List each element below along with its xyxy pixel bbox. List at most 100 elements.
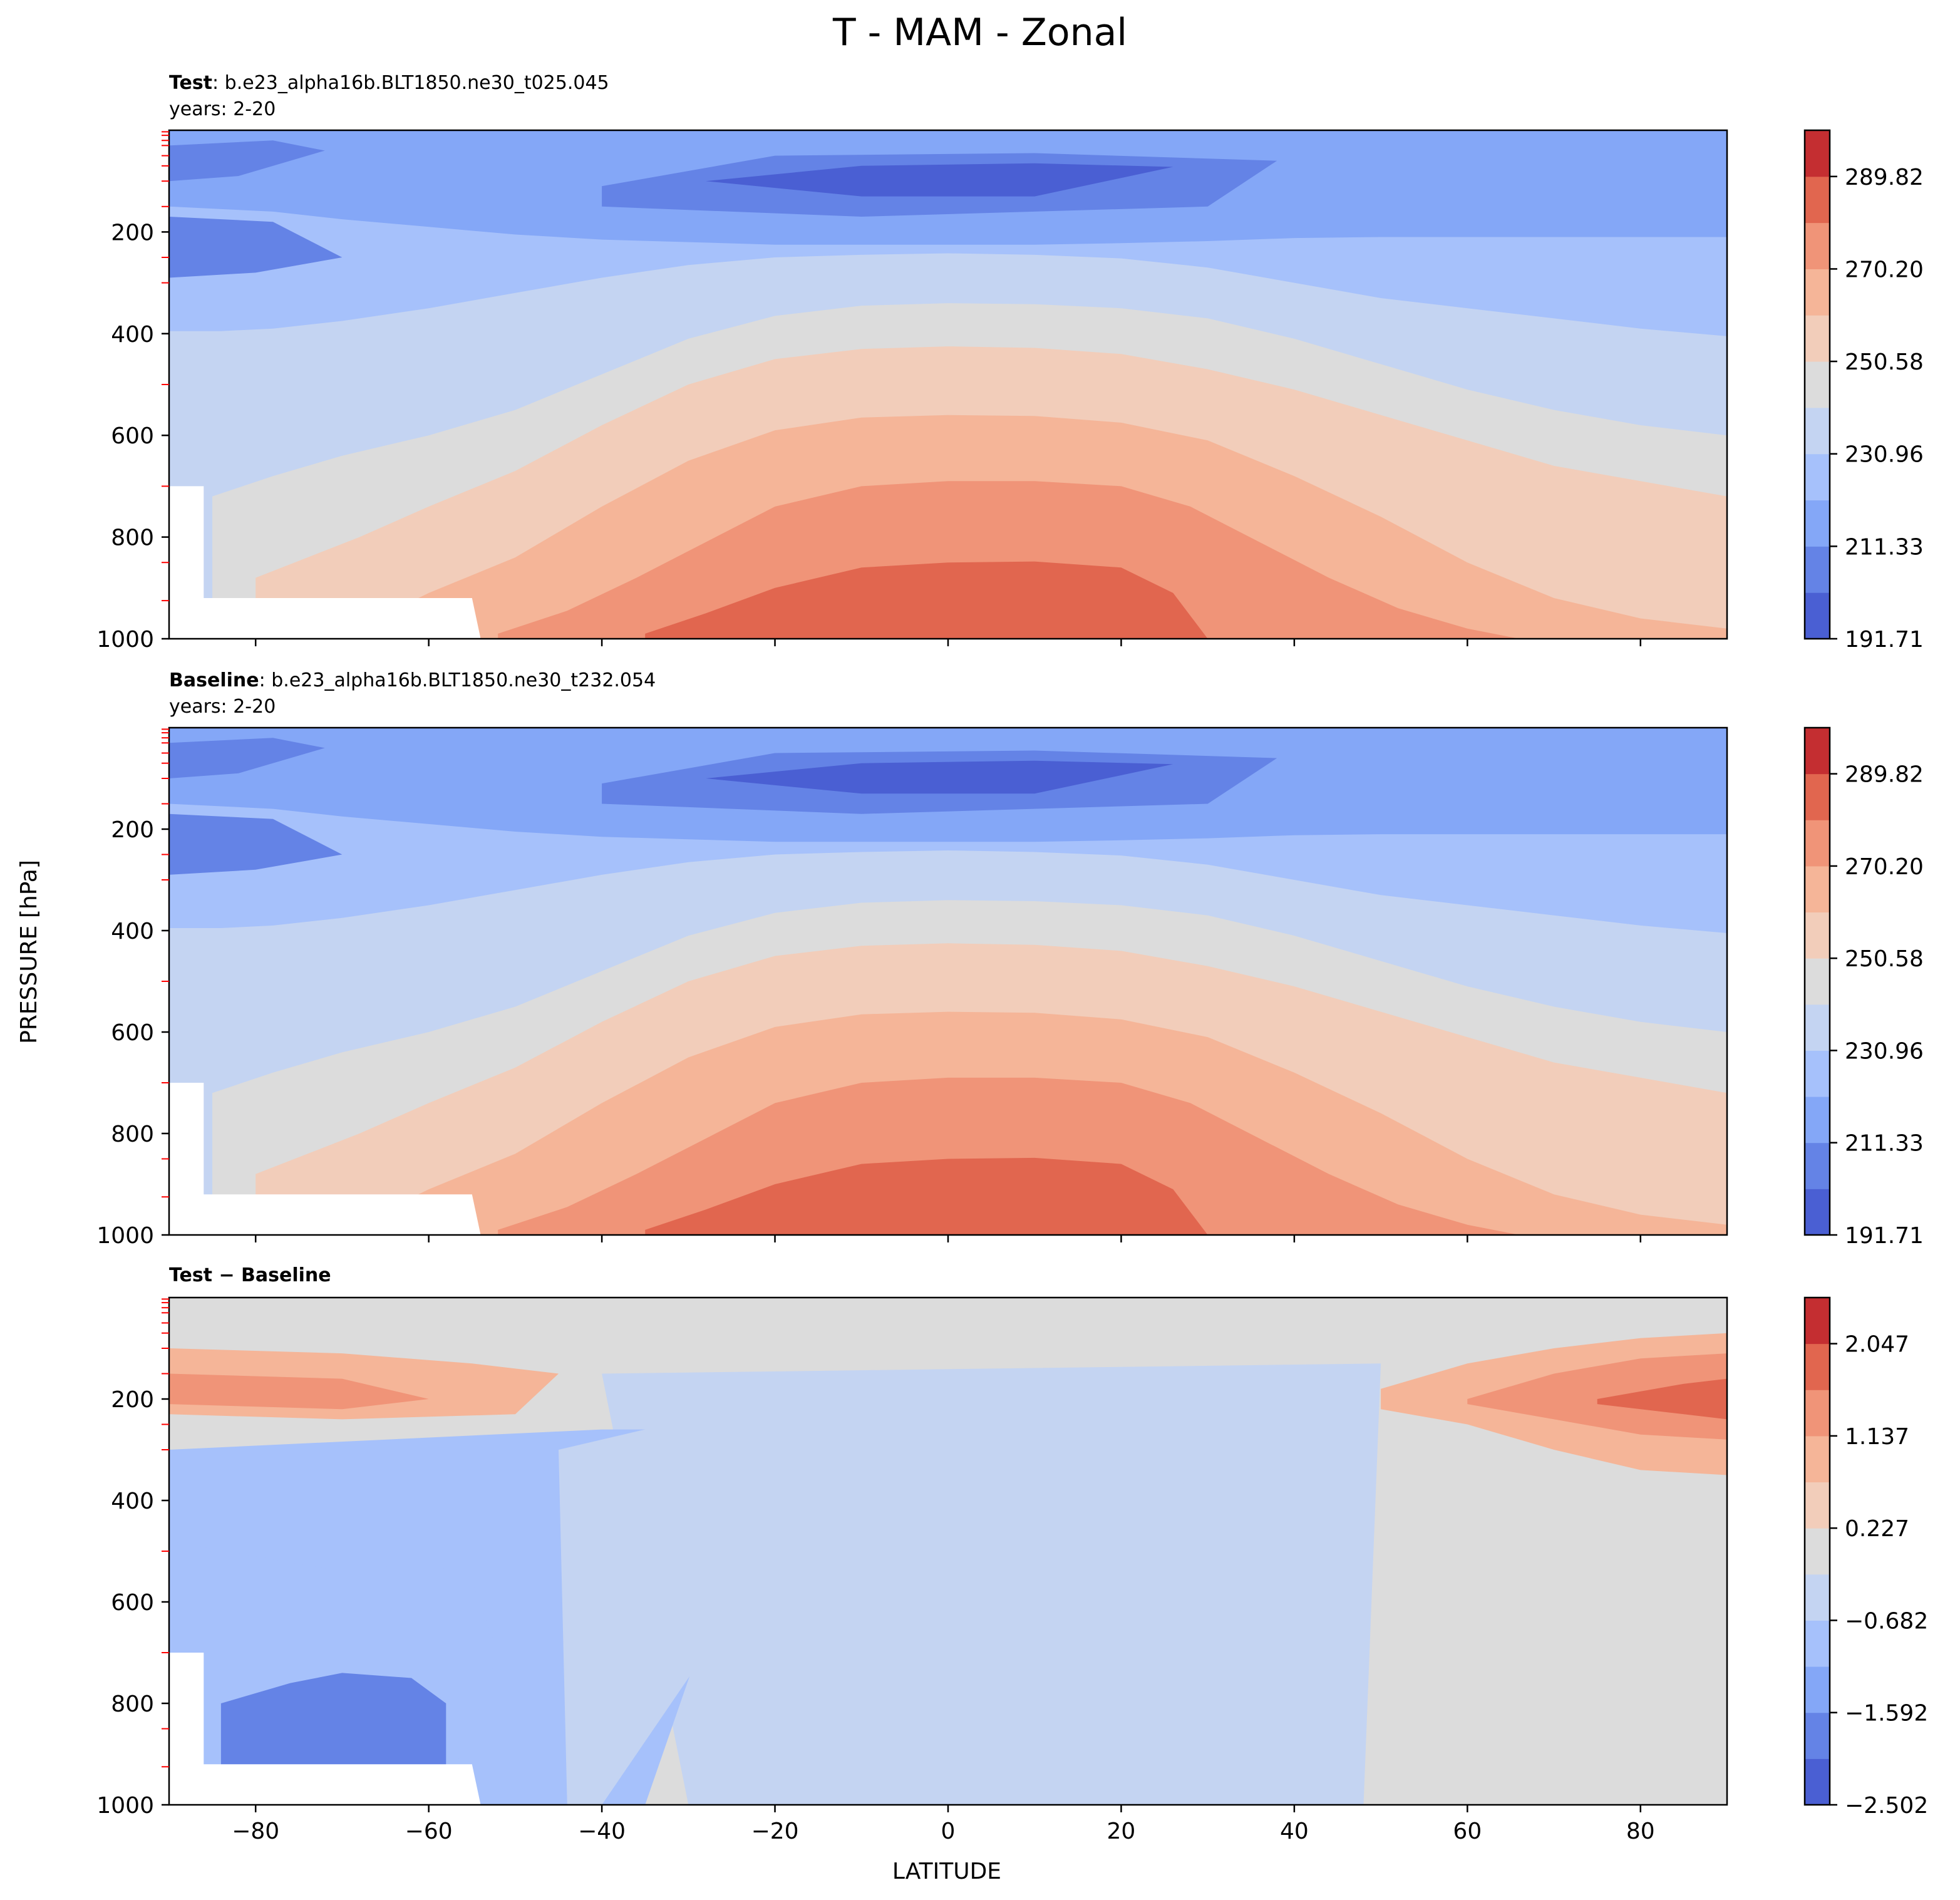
- panel-difference-title: Test − Baseline: [169, 1264, 331, 1286]
- colorbar-segment: [1805, 130, 1830, 177]
- colorbar-segment: [1805, 453, 1830, 501]
- y-tick-label: 1000: [96, 1223, 154, 1249]
- y-tick-label: 1000: [96, 627, 154, 653]
- x-tick-label: 40: [1280, 1819, 1309, 1844]
- colorbar-segment: [1805, 820, 1830, 867]
- contour-fill-group: [169, 728, 1727, 1235]
- colorbar-segment: [1805, 546, 1830, 593]
- colorbar-segment: [1805, 1574, 1830, 1621]
- anomaly-region-4: [1467, 1353, 1727, 1440]
- cold-core-1: [169, 813, 343, 875]
- colorbar-segment: [1805, 361, 1830, 408]
- colorbar-segment: [1805, 1390, 1830, 1437]
- cold-core-2: [169, 140, 325, 182]
- contour-band-7: [645, 561, 1208, 639]
- colorbar-tick-label: 230.96: [1845, 1038, 1924, 1064]
- colorbar-segment: [1805, 1482, 1830, 1529]
- anomaly-region-9: [1103, 1419, 1208, 1511]
- colorbar-segment: [1805, 728, 1830, 775]
- colorbar-segment: [1805, 1712, 1830, 1759]
- cold-core-4: [706, 760, 1173, 794]
- colorbar-segment: [1805, 1097, 1830, 1144]
- colorbar-segment: [1805, 1343, 1830, 1390]
- figure-title: T - MAM - Zonal: [832, 11, 1127, 54]
- colorbar-segment: [1805, 222, 1830, 269]
- colorbar-tick-label: −0.682: [1845, 1608, 1928, 1634]
- topography-mask: [169, 1083, 481, 1235]
- colorbar-tick-label: 1.137: [1845, 1424, 1909, 1450]
- colorbar-tick-label: 250.58: [1845, 349, 1924, 375]
- x-tick-label: 80: [1626, 1819, 1655, 1844]
- colorbar-segment: [1805, 1298, 1830, 1345]
- colorbar-frame: [1803, 726, 1831, 1236]
- colorbar-segment: [1805, 315, 1830, 362]
- x-axis-label: LATITUDE: [892, 1859, 1001, 1884]
- anomaly-region-2: [169, 1373, 429, 1410]
- y-axis-label: PRESSURE [hPa]: [16, 860, 42, 1044]
- colorbar-segment: [1805, 592, 1830, 639]
- panel-test-title-bold: Test: [169, 72, 212, 94]
- cold-core-1: [169, 217, 343, 278]
- colorbar-segment: [1805, 773, 1830, 820]
- y-tick-label: 200: [111, 1387, 154, 1413]
- colorbar-segment: [1805, 1004, 1830, 1051]
- colorbar-tick-label: 289.82: [1845, 762, 1924, 788]
- y-tick-label: 1000: [96, 1793, 154, 1819]
- panel-test: Test: b.e23_alpha16b.BLT1850.ne30_t025.0…: [96, 72, 1924, 653]
- panel-baseline: Baseline: b.e23_alpha16b.BLT1850.ne30_t2…: [96, 669, 1924, 1249]
- panel-baseline-title-bold: Baseline: [169, 669, 259, 691]
- panel-baseline-subtitle: years: 2-20: [169, 696, 276, 718]
- x-tick-label: −20: [751, 1819, 799, 1844]
- colorbar-tick-label: 191.71: [1845, 1223, 1924, 1249]
- colorbar-segment: [1805, 958, 1830, 1005]
- y-tick-label: 600: [111, 423, 154, 449]
- panel-difference-plot: 200 400 600 800 1000 −80 −60 −40 −20 0 20 40 60 80 −2.…: [96, 1296, 1928, 1844]
- colorbar-tick-label: 2.047: [1845, 1332, 1909, 1358]
- colorbar-frame: [1803, 129, 1831, 640]
- x-tick-label: 20: [1107, 1819, 1136, 1844]
- x-tick-label: −60: [405, 1819, 453, 1844]
- panel-test-plot: 200 400 600 800 1000 191.71 211.33 230.96 250.58…: [96, 129, 1924, 653]
- topography-mask: [169, 486, 481, 639]
- colorbar-tick-label: 0.227: [1845, 1516, 1909, 1542]
- colorbar-segment: [1805, 1435, 1830, 1483]
- colorbar-tick-label: 211.33: [1845, 534, 1924, 560]
- y-tick-label: 200: [111, 817, 154, 843]
- y-tick-label: 400: [111, 1489, 154, 1514]
- colorbar-frame: [1803, 1296, 1831, 1806]
- contour-fill-group: [169, 1298, 1727, 1805]
- colorbar-tick-label: 270.20: [1845, 257, 1924, 282]
- colorbar-tick-label: 270.20: [1845, 854, 1924, 880]
- colorbar-segment: [1805, 176, 1830, 224]
- x-tick-label: 60: [1453, 1819, 1482, 1844]
- colorbar-tick-label: 289.82: [1845, 165, 1924, 190]
- colorbar-segment: [1805, 1528, 1830, 1575]
- colorbar-segment: [1805, 865, 1830, 913]
- colorbar-tick-label: 211.33: [1845, 1131, 1924, 1157]
- x-tick-label: −40: [578, 1819, 626, 1844]
- colorbar-segment: [1805, 1050, 1830, 1097]
- panel-baseline-title: Baseline: b.e23_alpha16b.BLT1850.ne30_t2…: [169, 669, 656, 691]
- colorbar-segment: [1805, 1666, 1830, 1713]
- colorbar-tick-label: −1.592: [1845, 1701, 1928, 1727]
- colorbar-segment: [1805, 500, 1830, 547]
- y-tick-label: 400: [111, 322, 154, 348]
- anomaly-region-5: [1597, 1378, 1727, 1420]
- colorbar-tick-label: −2.502: [1845, 1793, 1928, 1819]
- colorbar-segment: [1805, 1142, 1830, 1189]
- y-tick-label: 400: [111, 919, 154, 944]
- colorbar-tick-label: 191.71: [1845, 627, 1924, 653]
- panel-test-title-rest: : b.e23_alpha16b.BLT1850.ne30_t025.045: [212, 72, 609, 94]
- colorbar-segment: [1805, 912, 1830, 959]
- cold-core-4: [706, 163, 1173, 197]
- topography-mask: [169, 1653, 481, 1805]
- cold-core-2: [169, 738, 325, 778]
- colorbar-segment: [1805, 1758, 1830, 1805]
- contour-band-7: [645, 1157, 1208, 1235]
- y-tick-label: 200: [111, 220, 154, 245]
- colorbar-segment: [1805, 1620, 1830, 1667]
- panel-baseline-plot: 200 400 600 800 1000 191.71 211.33 230.96 250.58…: [96, 726, 1924, 1249]
- y-tick-label: 600: [111, 1020, 154, 1046]
- colorbar-segment: [1805, 1189, 1830, 1236]
